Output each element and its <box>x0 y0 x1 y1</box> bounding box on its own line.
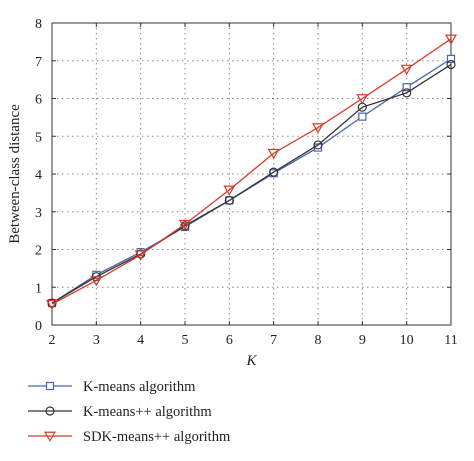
x-tick-label: 9 <box>359 333 366 348</box>
x-tick-label: 5 <box>182 333 189 348</box>
data-point-circle <box>269 167 279 177</box>
data-point-circle <box>446 59 456 70</box>
data-point-circle <box>45 406 55 416</box>
data-point-circle <box>402 88 412 98</box>
data-point-triangle <box>43 431 57 442</box>
data-point-circle <box>136 249 146 259</box>
data-point-square <box>446 54 456 63</box>
y-tick-label: 8 <box>35 17 42 32</box>
x-axis-label: K <box>245 353 257 369</box>
data-point-triangle <box>444 34 458 45</box>
data-point-triangle <box>400 64 413 75</box>
x-tick-label: 11 <box>444 333 457 348</box>
y-tick-label: 0 <box>35 319 42 334</box>
data-point-circle <box>313 140 323 150</box>
series-line <box>51 63 452 304</box>
legend-item-2: K-means++ algorithm <box>28 404 212 420</box>
axis-ticks: 2 3 4 5 6 7 8 9 10 11 0 1 2 3 4 5 6 7 8 <box>35 17 458 348</box>
x-tick-label: 2 <box>49 333 56 348</box>
x-tick-label: 3 <box>93 333 100 348</box>
data-point-circle <box>224 195 234 206</box>
series-3 <box>45 34 458 311</box>
data-point-triangle <box>134 250 147 261</box>
series-line <box>51 58 452 304</box>
data-point-square <box>402 83 411 92</box>
x-tick-label: 4 <box>137 333 144 348</box>
x-tick-label: 10 <box>400 333 414 348</box>
x-tick-label: 8 <box>315 333 322 348</box>
legend-label: SDK-means++ algorithm <box>83 429 231 445</box>
y-tick-label: 7 <box>35 55 42 70</box>
y-tick-label: 6 <box>35 93 42 108</box>
plot-frame <box>51 22 452 326</box>
data-point-triangle <box>311 123 325 134</box>
legend-label: K-means algorithm <box>83 379 196 395</box>
data-point-triangle <box>45 299 59 311</box>
y-tick-label: 1 <box>35 281 42 296</box>
series-2 <box>47 59 456 308</box>
y-tick-label: 2 <box>35 244 42 259</box>
y-axis-label: Between-class distance <box>7 104 23 244</box>
x-tick-label: 7 <box>270 333 277 348</box>
data-point-triangle <box>267 148 280 160</box>
data-point-triangle <box>178 219 192 231</box>
legend-label: K-means++ algorithm <box>83 404 212 420</box>
series-1 <box>47 54 456 308</box>
y-tick-label: 5 <box>35 130 42 145</box>
data-point-square <box>45 381 55 391</box>
y-tick-label: 3 <box>35 206 42 221</box>
legend: K-means algorithm K-means++ algorithm SDK-… <box>28 379 231 445</box>
legend-item-1: K-means algorithm <box>28 379 196 395</box>
data-point-triangle <box>90 276 103 287</box>
data-point-triangle <box>356 94 369 105</box>
grid-lines <box>52 23 451 325</box>
data-point-square <box>358 112 367 121</box>
y-tick-label: 4 <box>35 168 42 183</box>
series-layer <box>45 34 458 311</box>
data-point-triangle <box>223 185 236 196</box>
series-line <box>51 38 452 305</box>
x-tick-label: 6 <box>226 333 233 348</box>
legend-item-3: SDK-means++ algorithm <box>28 429 231 445</box>
